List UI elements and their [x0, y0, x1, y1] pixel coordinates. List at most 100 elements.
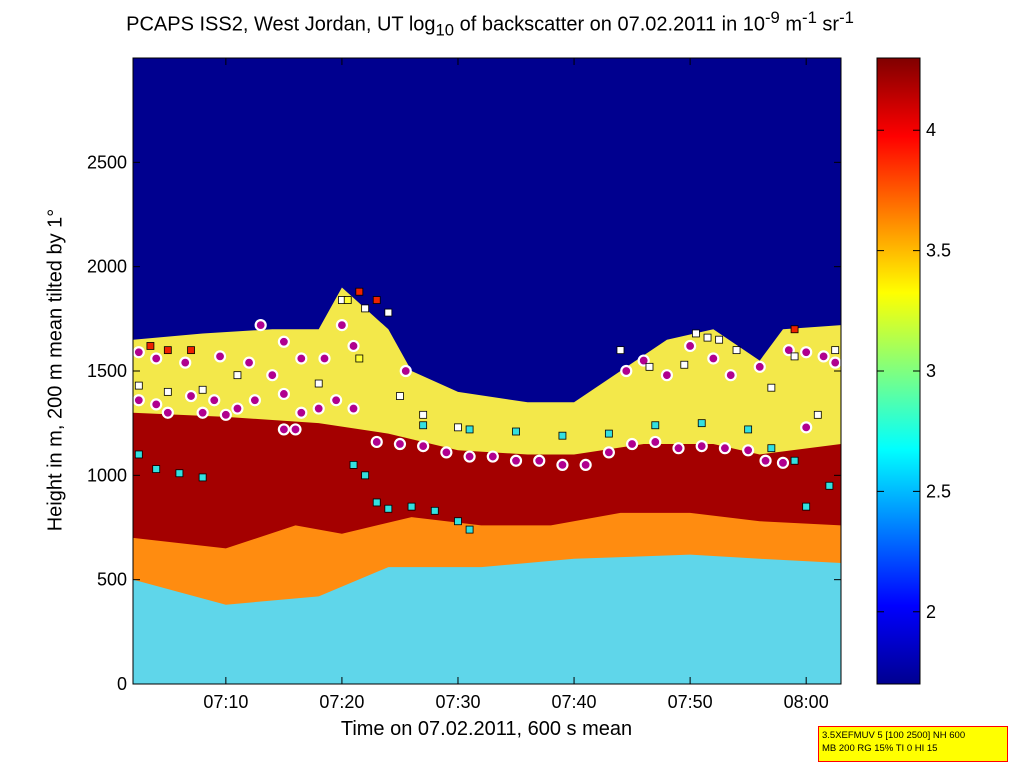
backscatter-marker-cyan-square — [825, 481, 834, 490]
backscatter-marker-circle — [347, 339, 360, 353]
backscatter-marker-circle — [800, 421, 813, 434]
x-tick-label: 07:30 — [435, 692, 480, 712]
backscatter-marker-circle — [399, 364, 412, 378]
backscatter-marker-circle — [208, 394, 221, 407]
x-tick-label: 08:00 — [784, 692, 829, 712]
plot-area: 07:10 07:20 07:30 07:40 07:50 08:00 0 500 1000 1… — [87, 57, 842, 712]
backscatter-marker-circle — [625, 437, 639, 451]
x-tick-label: 07:10 — [203, 692, 248, 712]
colorbar-tick-label: 3.5 — [926, 241, 951, 261]
backscatter-marker-circle — [231, 402, 244, 415]
colorbar: 2 2.5 3 3.5 4 — [876, 57, 951, 685]
backscatter-marker-circle — [742, 444, 755, 457]
backscatter-marker-cyan-square — [604, 429, 613, 438]
backscatter-marker-circle — [277, 387, 290, 401]
backscatter-marker-circle — [533, 454, 546, 467]
backscatter-marker-red-square — [187, 346, 195, 355]
backscatter-marker-circle — [695, 440, 708, 453]
backscatter-marker-circle — [295, 406, 308, 419]
backscatter-marker-circle — [318, 352, 331, 365]
backscatter-marker-circle — [800, 346, 813, 359]
backscatter-marker-circle — [242, 356, 256, 369]
backscatter-marker-white-square — [163, 387, 172, 396]
backscatter-marker-circle — [707, 352, 720, 365]
backscatter-marker-white-square — [419, 410, 428, 419]
backscatter-marker-circle — [579, 458, 592, 471]
backscatter-marker-circle — [196, 406, 209, 419]
backscatter-marker-circle — [684, 339, 697, 353]
info-line-2: MB 200 RG 15% TI 0 HI 15 — [822, 743, 938, 754]
colorbar-tick-label: 3 — [926, 361, 936, 381]
backscatter-marker-circle — [289, 423, 302, 436]
info-line-1: 3.5XEFMUV 5 [100 2500] NH 600 — [822, 730, 966, 741]
backscatter-marker-white-square — [314, 379, 323, 388]
y-tick-label: 2000 — [87, 257, 127, 277]
backscatter-marker-cyan-square — [419, 421, 428, 430]
backscatter-marker-yellow-square — [355, 354, 364, 363]
colorbar-ticks: 2 2.5 3 3.5 4 — [877, 120, 951, 622]
backscatter-marker-white-square — [732, 346, 741, 355]
backscatter-marker-white-square — [361, 304, 370, 313]
backscatter-marker-circle — [150, 398, 163, 411]
backscatter-marker-white-square — [454, 423, 462, 432]
backscatter-marker-cyan-square — [372, 498, 381, 507]
x-axis: 07:10 07:20 07:30 07:40 07:50 08:00 — [203, 58, 829, 712]
backscatter-marker-circle — [161, 406, 174, 419]
colorbar-gradient — [876, 57, 921, 685]
backscatter-marker-circle — [440, 446, 453, 459]
backscatter-marker-white-square — [396, 392, 404, 400]
backscatter-marker-red-square — [146, 342, 155, 350]
y-tick-label: 1000 — [87, 465, 127, 485]
backscatter-marker-cyan-square — [744, 425, 753, 434]
backscatter-marker-cyan-square — [651, 421, 660, 430]
backscatter-marker-red-square — [163, 346, 172, 355]
backscatter-marker-circle — [335, 318, 349, 332]
backscatter-marker-circle — [133, 394, 145, 407]
backscatter-marker-circle — [672, 442, 685, 455]
backscatter-marker-cyan-square — [465, 425, 474, 434]
backscatter-marker-circle — [219, 408, 232, 421]
backscatter-marker-cyan-square — [697, 419, 706, 428]
backscatter-marker-circle — [556, 458, 569, 471]
backscatter-marker-white-square — [134, 381, 143, 390]
backscatter-marker-white-square — [715, 335, 724, 344]
y-axis-label: Height in m, 200 m mean tilted by 1° — [44, 208, 67, 532]
backscatter-marker-cyan-square — [152, 465, 161, 473]
backscatter-marker-cyan-square — [175, 469, 184, 478]
backscatter-marker-circle — [649, 435, 662, 449]
backscatter-marker-circle — [718, 442, 732, 455]
backscatter-marker-circle — [417, 440, 430, 453]
colorbar-tick-label: 4 — [926, 120, 936, 140]
chart-title: PCAPS ISS2, West Jordan, UT log10 of bac… — [126, 8, 854, 40]
y-axis: 0 500 1000 1500 2000 2500 — [87, 152, 841, 694]
backscatter-marker-white-square — [680, 360, 689, 369]
backscatter-marker-circle — [184, 389, 198, 403]
backscatter-marker-circle — [393, 437, 407, 451]
backscatter-marker-white-square — [616, 346, 625, 355]
backscatter-marker-circle — [776, 456, 790, 469]
backscatter-marker-cyan-square — [349, 460, 358, 469]
backscatter-marker-cyan-square — [407, 502, 416, 511]
settings-info-box: 3.5XEFMUV 5 [100 2500] NH 600 MB 200 RG … — [818, 726, 1008, 762]
backscatter-marker-circle — [602, 446, 615, 459]
backscatter-marker-circle — [829, 356, 841, 369]
x-tick-label: 07:50 — [668, 692, 713, 712]
backscatter-marker-white-square — [767, 383, 776, 392]
backscatter-marker-white-square — [384, 308, 393, 317]
backscatter-marker-circle — [753, 360, 766, 373]
backscatter-marker-cyan-square — [361, 471, 370, 480]
backscatter-marker-circle — [759, 454, 772, 467]
backscatter-marker-white-square — [233, 371, 242, 380]
backscatter-marker-circle — [620, 364, 633, 378]
backscatter-marker-cyan-square — [790, 456, 799, 465]
backscatter-marker-circle — [133, 346, 145, 359]
backscatter-marker-yellow-square — [343, 296, 352, 304]
backscatter-marker-cyan-square — [512, 427, 520, 436]
backscatter-marker-circle — [660, 369, 674, 382]
colorbar-tick-label: 2 — [926, 602, 936, 622]
backscatter-marker-white-square — [831, 346, 840, 355]
backscatter-marker-cyan-square — [198, 473, 207, 482]
y-tick-label: 500 — [97, 570, 127, 590]
backscatter-marker-circle — [486, 450, 499, 463]
backscatter-marker-white-square — [703, 333, 712, 342]
